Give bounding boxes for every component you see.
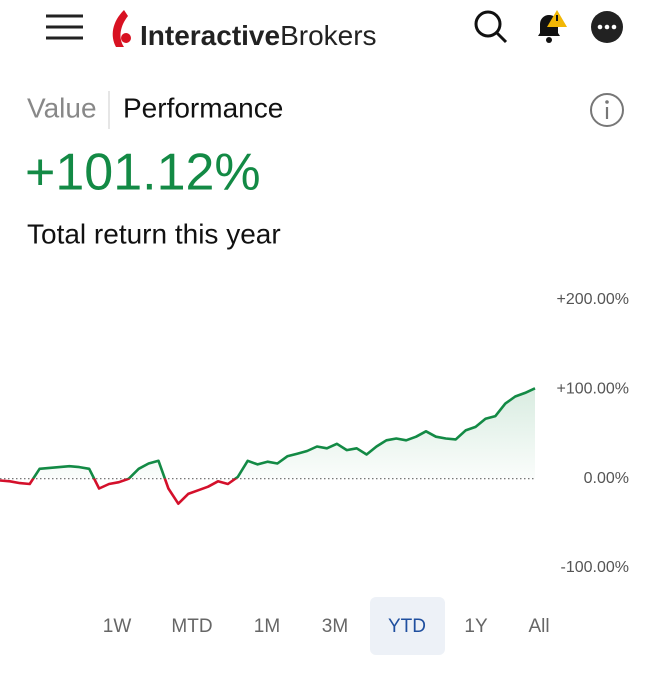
logo-mark (112, 10, 128, 47)
logo-bold: Interactive (140, 20, 280, 51)
y-tick-label: +100.00% (556, 381, 629, 398)
range-button[interactable]: All (528, 616, 549, 637)
y-tick-label: -100.00% (561, 559, 630, 576)
line (0, 387, 536, 505)
total-return: +101.12% (25, 144, 261, 202)
y-tick-label: +200.00% (556, 291, 629, 308)
info-button[interactable] (590, 93, 624, 127)
menu-button[interactable] (46, 14, 83, 40)
tab-selected[interactable]: Performance (123, 92, 283, 123)
logo-dot (121, 33, 131, 43)
y-tick-label: 0.00% (584, 470, 629, 487)
area (0, 388, 535, 504)
tab[interactable]: Value (27, 92, 97, 123)
range-button[interactable]: 1Y (464, 616, 488, 637)
range-button[interactable]: MTD (171, 616, 212, 637)
search-button[interactable] (474, 10, 508, 44)
range-selected-bg (370, 597, 445, 655)
logo: InteractiveBrokers (140, 20, 377, 51)
notifications-button[interactable] (538, 10, 567, 43)
range-button[interactable]: YTD (388, 616, 426, 637)
range-button[interactable]: 1M (254, 616, 280, 637)
range-button[interactable]: 1W (103, 616, 132, 637)
more-button[interactable] (591, 11, 623, 43)
range-button[interactable]: 3M (322, 616, 348, 637)
logo-regular: Brokers (280, 20, 376, 51)
caption: Total return this year (27, 218, 281, 249)
